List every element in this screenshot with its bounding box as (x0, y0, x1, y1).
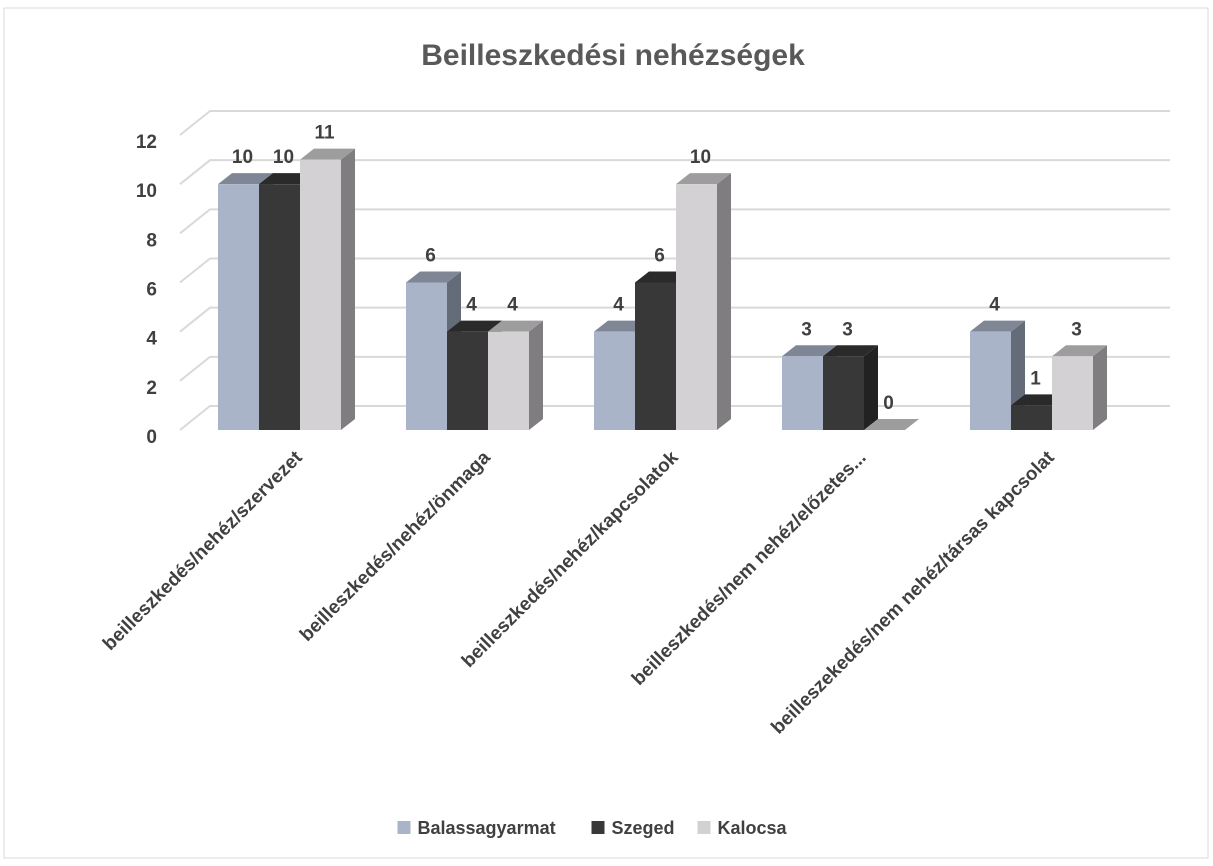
bar-side (717, 173, 731, 430)
grid-line (179, 257, 1170, 284)
grid-line (179, 208, 1170, 235)
chart-title: Beilleszkedési nehézségek (421, 39, 805, 72)
bar-top (823, 345, 878, 357)
chart-border (3, 7, 1209, 859)
y-tick-label: 8 (146, 230, 157, 251)
bar-side (1093, 345, 1107, 430)
y-tick-label: 2 (146, 378, 157, 399)
bar-top (970, 320, 1025, 332)
grid-line (179, 110, 1170, 136)
bar-side (864, 345, 878, 430)
bar-top (300, 148, 355, 160)
grid-line (179, 159, 1170, 185)
data-label: 3 (801, 319, 812, 340)
data-label: 10 (273, 147, 294, 168)
legend-swatch (697, 821, 711, 834)
y-tick-label: 12 (136, 132, 157, 153)
bar-group (488, 320, 543, 430)
legend-label: Szeged (612, 818, 675, 838)
y-tick-label: 10 (136, 181, 157, 202)
bar-top (1052, 345, 1107, 357)
bar (259, 184, 300, 430)
bar (406, 282, 447, 430)
data-label: 4 (507, 295, 518, 316)
data-label: 10 (690, 147, 711, 168)
data-label: 10 (232, 147, 253, 168)
data-label: 4 (466, 295, 477, 316)
bar-top (406, 271, 461, 283)
bar (1011, 405, 1052, 430)
y-tick-label: 6 (146, 280, 157, 301)
legend-swatch (591, 821, 605, 834)
bar-top (218, 173, 273, 185)
data-label: 6 (654, 246, 665, 267)
bar-group (1052, 345, 1107, 430)
data-label: 3 (1071, 319, 1082, 340)
bar-top (676, 173, 731, 185)
bar-top (782, 345, 837, 357)
data-label: 11 (314, 123, 335, 144)
bar (823, 356, 864, 430)
data-label: 3 (842, 319, 853, 340)
bar-top (864, 419, 919, 430)
bar (635, 282, 676, 430)
bar (970, 331, 1011, 430)
y-tick-label: 4 (146, 329, 157, 350)
legend-label: Balassagyarmat (418, 818, 556, 838)
bar-side (341, 148, 355, 431)
bar (488, 331, 529, 430)
data-label: 6 (425, 246, 436, 267)
grid-line (179, 306, 1170, 333)
bar (218, 184, 259, 430)
bar-top (488, 320, 543, 332)
bar (300, 159, 341, 431)
data-label: 4 (613, 295, 624, 316)
legend-swatch (397, 821, 411, 834)
legend-label: Kalocsa (718, 818, 788, 838)
data-label: 1 (1030, 368, 1041, 389)
bar-side (529, 320, 543, 430)
bar-group (676, 173, 731, 430)
bar (676, 184, 717, 430)
data-label: 0 (883, 393, 894, 414)
bar (447, 331, 488, 430)
bar-group (864, 419, 919, 430)
bar (594, 331, 635, 430)
data-label: 4 (989, 295, 1000, 316)
bar (782, 356, 823, 430)
bar-group (823, 345, 878, 430)
bar (1052, 356, 1093, 430)
bar-group (300, 148, 355, 431)
y-tick-label: 0 (146, 427, 157, 448)
bar-top (447, 320, 502, 332)
